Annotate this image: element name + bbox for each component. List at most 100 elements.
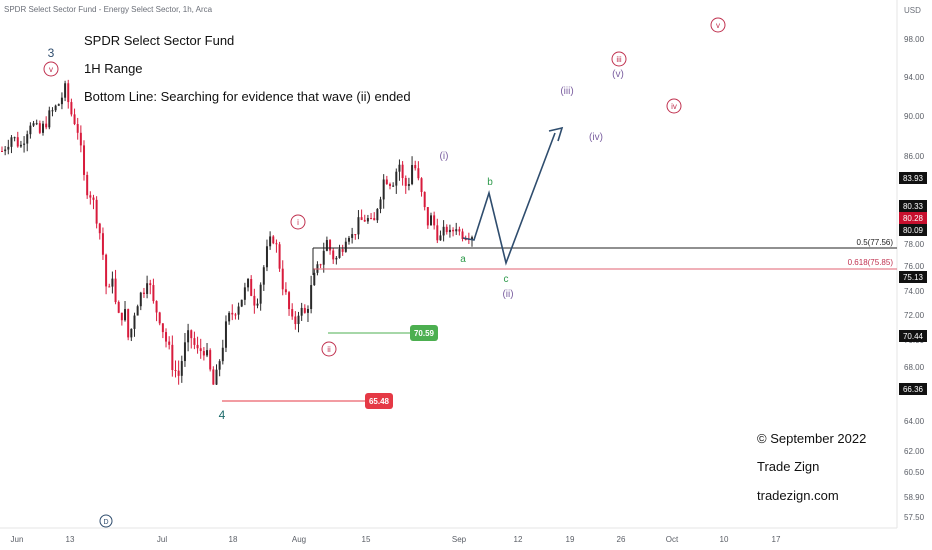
candle-body bbox=[401, 164, 404, 179]
candle-body bbox=[306, 309, 309, 313]
wave-label-4: 4 bbox=[219, 408, 226, 422]
candle-body bbox=[105, 254, 108, 287]
x-tick-label: 15 bbox=[362, 535, 371, 544]
candle-body bbox=[13, 137, 16, 139]
candle-body bbox=[224, 321, 227, 348]
candlestick-series bbox=[1, 79, 473, 385]
candle-body bbox=[338, 249, 341, 258]
y-tick-label: 76.00 bbox=[904, 262, 925, 271]
candle-body bbox=[310, 285, 313, 310]
candle-body bbox=[234, 314, 237, 316]
wave-circle-iv bbox=[666, 98, 682, 114]
y-tick-label: 58.90 bbox=[904, 493, 925, 502]
y-tick-label: 94.00 bbox=[904, 73, 925, 82]
candle-body bbox=[206, 350, 209, 356]
candle-body bbox=[344, 241, 347, 252]
price-badge bbox=[899, 172, 927, 184]
y-tick-label: 68.00 bbox=[904, 363, 925, 372]
candle-body bbox=[64, 83, 67, 98]
candle-body bbox=[117, 302, 120, 313]
candle-body bbox=[335, 257, 338, 260]
candle-body bbox=[136, 306, 139, 316]
support-badge-70.59-text: 70.59 bbox=[414, 329, 435, 338]
candle-body bbox=[404, 178, 407, 186]
candle-body bbox=[259, 284, 262, 304]
wave-label-paren-iii: (iii) bbox=[560, 86, 573, 97]
candle-body bbox=[16, 137, 19, 147]
candle-body bbox=[445, 226, 448, 233]
candle-body bbox=[452, 229, 455, 232]
candle-body bbox=[395, 171, 398, 186]
wave-label-b: b bbox=[487, 177, 493, 188]
time-axis[interactable]: Jun 13 Jul 18 Aug 15 Sep 12 19 26 Oct 10 17 bbox=[11, 535, 781, 544]
candle-body bbox=[35, 123, 38, 125]
candle-body bbox=[407, 184, 410, 186]
candle-body bbox=[152, 285, 155, 302]
wave-circle-ii bbox=[321, 341, 337, 357]
candle-body bbox=[76, 124, 79, 133]
candle-body bbox=[423, 191, 426, 208]
candle-body bbox=[243, 287, 246, 300]
price-badge bbox=[899, 330, 927, 342]
candle-body bbox=[253, 295, 256, 306]
candle-body bbox=[155, 301, 158, 313]
candle-body bbox=[373, 218, 376, 221]
wave-label-3: 3 bbox=[48, 46, 55, 60]
candle-body bbox=[98, 223, 101, 234]
wave-label-paren-i: (i) bbox=[440, 151, 449, 162]
price-badge bbox=[899, 224, 927, 236]
price-badge-text: 70.44 bbox=[903, 332, 924, 341]
candle-body bbox=[7, 146, 10, 150]
candle-body bbox=[414, 165, 417, 169]
candle-body bbox=[442, 226, 445, 236]
candle-body bbox=[291, 309, 294, 317]
wave-label-paren-iv: (iv) bbox=[589, 132, 603, 143]
candle-body bbox=[1, 151, 3, 152]
candle-body bbox=[388, 184, 391, 186]
candle-body bbox=[183, 342, 186, 362]
price-badge-text: 80.09 bbox=[903, 226, 924, 235]
candle-body bbox=[288, 292, 291, 310]
candle-body bbox=[79, 132, 82, 146]
wave-label-paren-v: (v) bbox=[612, 69, 624, 80]
projection-arrowhead bbox=[548, 126, 564, 142]
candle-body bbox=[319, 264, 322, 266]
x-tick-label: 18 bbox=[229, 535, 238, 544]
wave-labels: 3 v 4 i ii (i) a b c (ii) (iii) (iv) (v)… bbox=[43, 17, 726, 528]
dividend-marker[interactable] bbox=[99, 514, 113, 528]
candle-body bbox=[187, 330, 190, 343]
candle-body bbox=[130, 328, 133, 338]
candle-body bbox=[215, 369, 218, 385]
candle-body bbox=[272, 236, 275, 244]
fib-0.618-label: 0.618(75.85) bbox=[848, 258, 894, 267]
candle-body bbox=[42, 123, 45, 133]
candle-body bbox=[133, 315, 136, 329]
candle-body bbox=[382, 179, 385, 200]
candle-body bbox=[114, 278, 117, 303]
wave-label-c: c bbox=[504, 274, 509, 285]
candle-body bbox=[218, 361, 221, 370]
candle-body bbox=[360, 217, 363, 220]
candle-body bbox=[341, 249, 344, 252]
copyright-line: © September 2022 bbox=[757, 431, 866, 446]
x-tick-label: Aug bbox=[292, 535, 306, 544]
candle-body bbox=[240, 299, 243, 307]
candle-body bbox=[29, 125, 32, 135]
candle-body bbox=[92, 197, 95, 200]
dividend-marker-label: D bbox=[103, 519, 108, 526]
candle-body bbox=[436, 225, 439, 241]
y-tick-label: 62.00 bbox=[904, 447, 925, 456]
candle-body bbox=[247, 279, 250, 288]
wave-label-paren-ii: (ii) bbox=[502, 289, 513, 300]
candle-body bbox=[392, 185, 395, 187]
y-tick-label: 74.00 bbox=[904, 287, 925, 296]
candle-body bbox=[322, 250, 325, 265]
wave-projection-path[interactable] bbox=[462, 132, 556, 266]
price-badges: 83.93 80.33 80.28 80.09 75.13 70.44 66.36 bbox=[899, 172, 927, 395]
price-badge-text: 80.33 bbox=[903, 202, 924, 211]
candle-body bbox=[455, 229, 458, 232]
candle-body bbox=[366, 218, 369, 222]
candle-body bbox=[54, 105, 57, 111]
candle-body bbox=[332, 250, 335, 260]
